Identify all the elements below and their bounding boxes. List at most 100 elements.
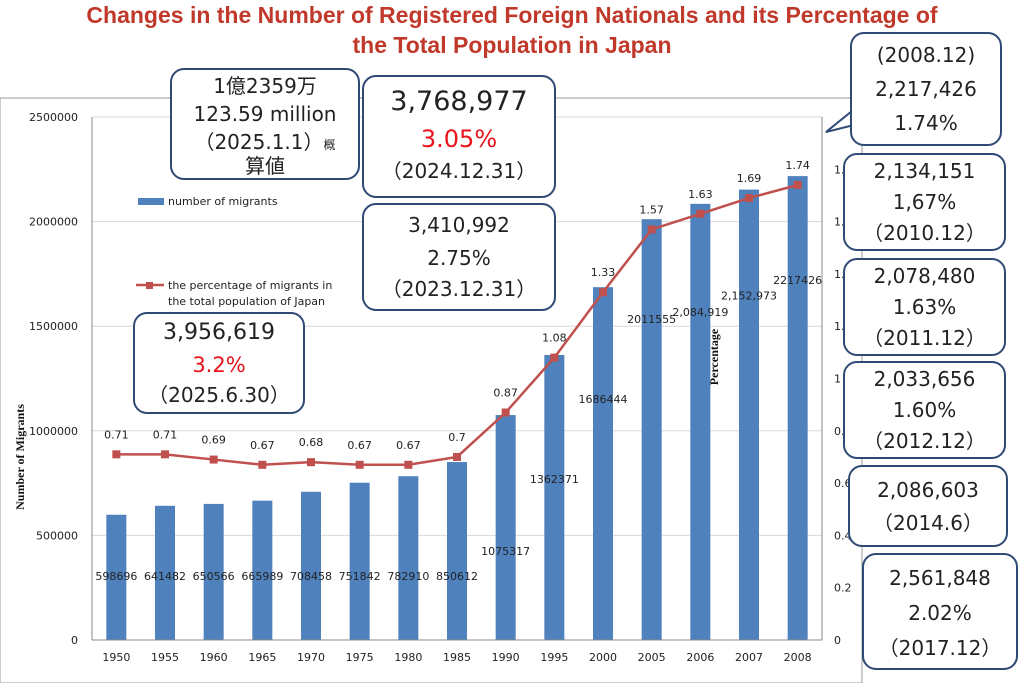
y2-tick-label: 0.6 <box>834 477 852 490</box>
percentage-value-label: 0.67 <box>250 439 275 452</box>
legend-line-marker <box>146 282 153 289</box>
chart-title-line1: Changes in the Number of Registered Fore… <box>86 2 938 28</box>
percentage-marker-2007 <box>745 194 753 203</box>
bar-value-label: 850612 <box>436 570 478 583</box>
y2-tick-label: 1 <box>834 373 841 386</box>
bar-1990 <box>495 415 516 640</box>
x-tick-label: 2006 <box>686 651 714 664</box>
pct-2008: 1.74% <box>894 111 958 135</box>
bar-2007 <box>739 189 759 640</box>
bar-1980 <box>398 476 419 640</box>
pct-2023: 2.75% <box>427 246 491 270</box>
bar-value-label: 598696 <box>95 570 137 583</box>
callout-2014: 2,086,603 （2014.6） <box>848 465 1008 547</box>
x-tick-label: 2005 <box>638 651 666 664</box>
bar-value-label: 641482 <box>144 570 186 583</box>
pct-2017: 2.02% <box>908 601 972 625</box>
date-2014: （2014.6） <box>873 511 983 535</box>
date-2008: (2008.12) <box>876 43 976 67</box>
chart-title-line2: the Total Population in Japan <box>352 32 672 58</box>
x-tick-label: 1950 <box>102 651 130 664</box>
bar-1985 <box>447 462 467 640</box>
y2-tick-label: 0.4 <box>834 529 852 542</box>
percentage-value-label: 1.74 <box>785 159 810 172</box>
count-2017: 2,561,848 <box>889 566 991 590</box>
percentage-marker-2006 <box>696 209 705 218</box>
count-2024: 3,768,977 <box>390 86 528 117</box>
percentage-value-label: 0.87 <box>493 386 518 399</box>
bar-value-label: 2011555 <box>627 313 676 326</box>
percentage-marker-1985 <box>453 452 461 461</box>
percentage-value-label: 0.71 <box>104 428 129 441</box>
bar-value-label: 751842 <box>339 570 381 583</box>
x-tick-label: 1990 <box>492 651 520 664</box>
x-tick-label: 1985 <box>443 651 471 664</box>
percentage-marker-1950 <box>112 450 121 459</box>
pct-2025: 3.2% <box>192 353 246 377</box>
y2-tick-label: 0 <box>834 634 841 647</box>
percentage-marker-1990 <box>501 408 510 417</box>
bar-value-label: 2,152,973 <box>721 290 777 303</box>
percentage-value-label: 0.67 <box>347 439 372 452</box>
count-2012: 2,033,656 <box>873 367 976 391</box>
callout-2023: 3,410,992 2.75% （2023.12.31） <box>362 203 556 311</box>
bar-value-label: 708458 <box>290 570 332 583</box>
y-tick-label: 1500000 <box>29 320 78 333</box>
bar-1955 <box>155 505 175 640</box>
callout-2025: 3,956,619 3.2% （2025.6.30） <box>133 312 305 414</box>
x-tick-label: 1995 <box>540 651 568 664</box>
bar-1975 <box>349 482 370 640</box>
y2-tick-label: 0.2 <box>834 582 852 595</box>
bar-1960 <box>203 503 224 640</box>
population-jp: 1億2359万 <box>213 74 317 98</box>
date-2012: （2012.12） <box>863 429 986 453</box>
percentage-marker-2008 <box>793 180 802 189</box>
percentage-value-label: 0.7 <box>448 431 466 444</box>
x-tick-label: 1955 <box>151 651 179 664</box>
bar-1965 <box>252 500 273 640</box>
bar-2000 <box>593 287 613 640</box>
x-tick-label: 1965 <box>248 651 276 664</box>
y-tick-label: 0 <box>71 634 78 647</box>
population-note2: 算値 <box>245 154 285 178</box>
date-2017: （2017.12） <box>878 636 1002 660</box>
pct-2012: 1.60% <box>892 398 957 422</box>
percentage-value-label: 0.71 <box>153 428 178 441</box>
bar-2005 <box>641 219 662 641</box>
date-2024: （2024.12.31） <box>381 159 537 183</box>
y-tick-label: 2000000 <box>29 216 78 229</box>
bar-value-label: 2,084,919 <box>672 306 728 319</box>
x-tick-label: 1970 <box>297 651 325 664</box>
bar-value-label: 1686444 <box>579 393 628 406</box>
percentage-marker-1970 <box>307 458 315 467</box>
percentage-marker-1955 <box>161 450 169 459</box>
percentage-marker-1980 <box>404 460 413 469</box>
callout-2008: (2008.12) 2,217,426 1.74% <box>850 32 1002 146</box>
y-tick-label: 1000000 <box>29 425 78 438</box>
bar-1950 <box>106 514 127 640</box>
date-2011: （2011.12） <box>863 326 986 350</box>
x-tick-label: 2007 <box>735 651 763 664</box>
date-2023: （2023.12.31） <box>381 277 537 301</box>
bar-value-label: 2217426 <box>773 274 822 287</box>
bar-value-label: 1362371 <box>530 473 579 486</box>
callout-2010: 2,134,151 1,67% （2010.12） <box>843 153 1006 251</box>
callout-2024: 3,768,977 3.05% （2024.12.31） <box>362 75 556 198</box>
percentage-marker-1965 <box>258 460 267 469</box>
legend-bar-swatch <box>138 198 164 205</box>
callout-population: 1億2359万 123.59 million （2025.1.1）概 算値 <box>170 68 360 180</box>
x-tick-label: 2000 <box>589 651 617 664</box>
pct-2011: 1.63% <box>892 295 957 319</box>
percentage-value-label: 1.08 <box>542 332 567 345</box>
x-tick-label: 1980 <box>394 651 422 664</box>
bar-2006 <box>690 203 711 640</box>
callout-2017: 2,561,848 2.02% （2017.12） <box>862 553 1018 670</box>
percentage-value-label: 0.69 <box>201 434 226 447</box>
percentage-marker-2000 <box>599 288 607 297</box>
percentage-marker-1960 <box>209 455 218 464</box>
percentage-marker-1995 <box>550 353 559 362</box>
bar-value-label: 665989 <box>241 570 283 583</box>
count-2008: 2,217,426 <box>875 77 977 101</box>
population-date: （2025.1.1） <box>194 130 324 154</box>
date-2025: （2025.6.30） <box>148 383 290 407</box>
